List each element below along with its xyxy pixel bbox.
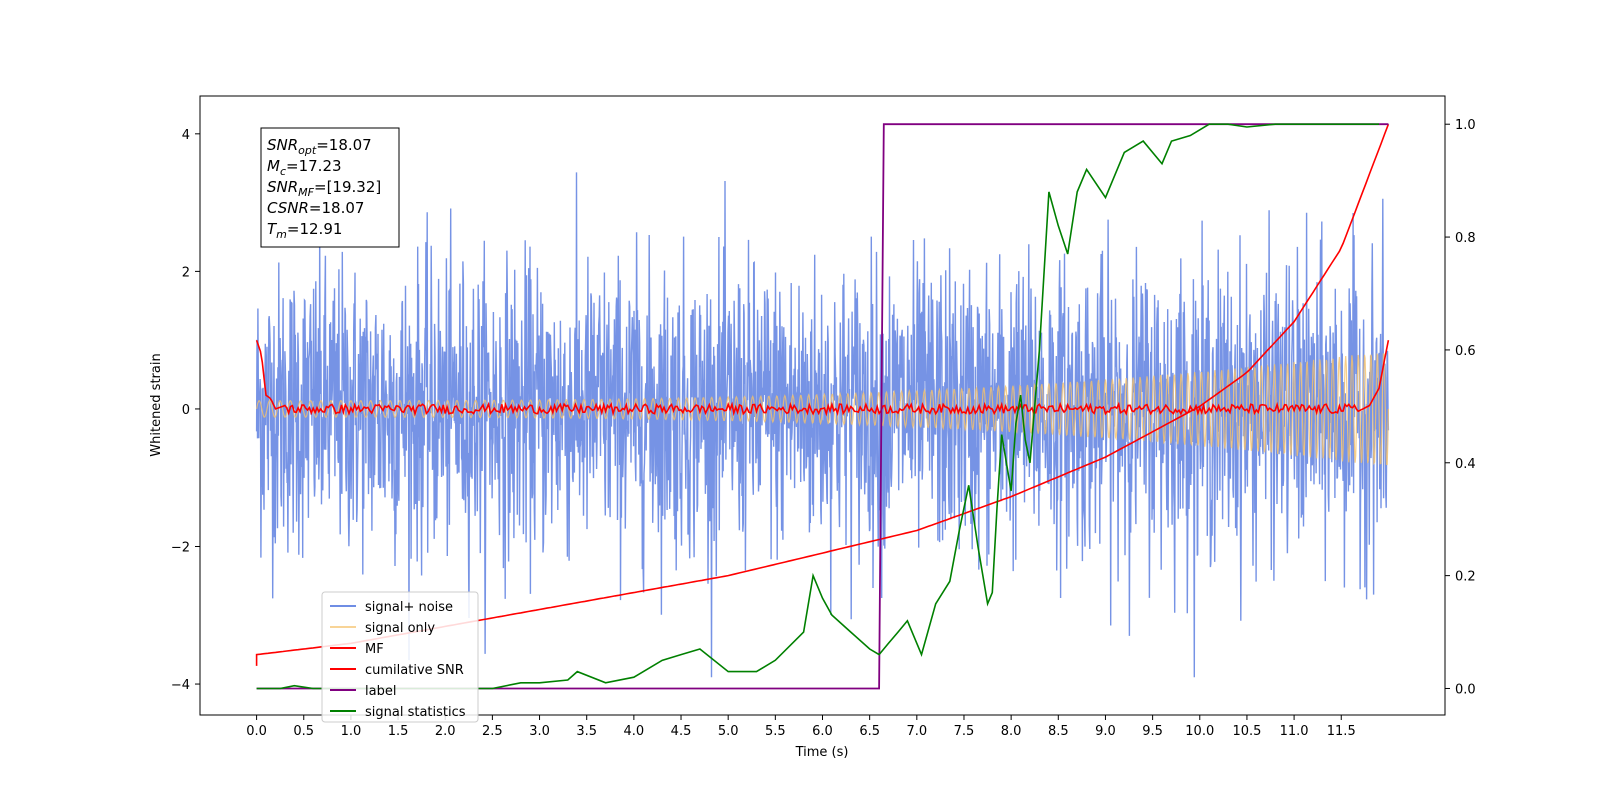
x-tick-label: 0.0 [246,724,267,739]
y-right-tick-label: 0.2 [1455,570,1476,585]
x-tick-label: 8.5 [1048,724,1069,739]
series-label [256,123,1389,690]
y-axis-right: 0.0 0.2 0.4 0.6 0.8 1.0 [1445,118,1476,697]
y-right-tick-label: 0.4 [1455,457,1476,472]
x-tick-label: 4.0 [624,724,645,739]
series-signal-statistics [256,123,1379,690]
x-tick-label: 10.0 [1185,724,1214,739]
x-axis: 0.0 0.5 1.0 1.5 2.0 2.5 3.0 3.5 4.0 4.5 5.0 5.5 6.0 6… [246,715,1356,739]
x-tick-label: 5.0 [718,724,739,739]
x-tick-label: 8.0 [1001,724,1022,739]
legend-label: signal only [365,621,435,636]
x-tick-label: 4.5 [671,724,692,739]
y-axis-label: Whitened strain [149,353,164,456]
x-tick-label: 6.0 [812,724,833,739]
x-tick-label: 5.5 [765,724,786,739]
x-axis-label: Time (s) [795,745,849,760]
series-signal-noise [255,172,1390,678]
x-tick-label: 0.5 [293,724,314,739]
y-tick-label: 0 [182,403,190,418]
x-tick-label: 3.0 [529,724,550,739]
x-tick-label: 2.0 [435,724,456,739]
y-tick-label: −4 [171,678,190,693]
x-tick-label: 9.0 [1095,724,1116,739]
x-tick-label: 11.0 [1280,724,1309,739]
legend-label: signal+ noise [365,600,453,615]
legend-label: MF [365,642,384,657]
info-line: SNRopt=18.07 [267,136,372,157]
x-tick-label: 9.5 [1142,724,1163,739]
y-right-tick-label: 0.0 [1455,682,1476,697]
y-right-tick-label: 0.8 [1455,231,1476,246]
y-tick-label: 4 [182,128,190,143]
legend-label: label [365,684,396,699]
y-right-tick-label: 1.0 [1455,118,1476,133]
x-tick-label: 2.5 [482,724,503,739]
x-tick-label: 1.0 [341,724,362,739]
info-line: CSNR=18.07 [267,199,364,217]
x-tick-label: 1.5 [388,724,409,739]
legend-label: signal statistics [365,705,466,720]
y-right-tick-label: 0.6 [1455,344,1476,359]
y-tick-label: −2 [171,540,190,555]
x-tick-label: 11.5 [1327,724,1356,739]
x-tick-label: 6.5 [859,724,880,739]
info-line: SNRMF=[19.32] [267,178,381,199]
x-tick-label: 3.5 [576,724,597,739]
series-mf [255,339,1390,417]
x-tick-label: 7.0 [906,724,927,739]
info-line: Mc=17.23 [267,157,342,178]
x-tick-label: 7.5 [954,724,975,739]
legend-label: cumilative SNR [365,663,464,678]
info-line: Tm=12.91 [267,220,342,241]
info-box: SNRopt=18.07Mc=17.23SNRMF=[19.32]CSNR=18… [260,127,400,248]
x-tick-label: 10.5 [1232,724,1261,739]
y-tick-label: 2 [182,265,190,280]
legend: signal+ noise signal only MF cumilative SNR… [321,591,479,723]
y-axis-left: −4 −2 0 2 4 [171,128,200,693]
